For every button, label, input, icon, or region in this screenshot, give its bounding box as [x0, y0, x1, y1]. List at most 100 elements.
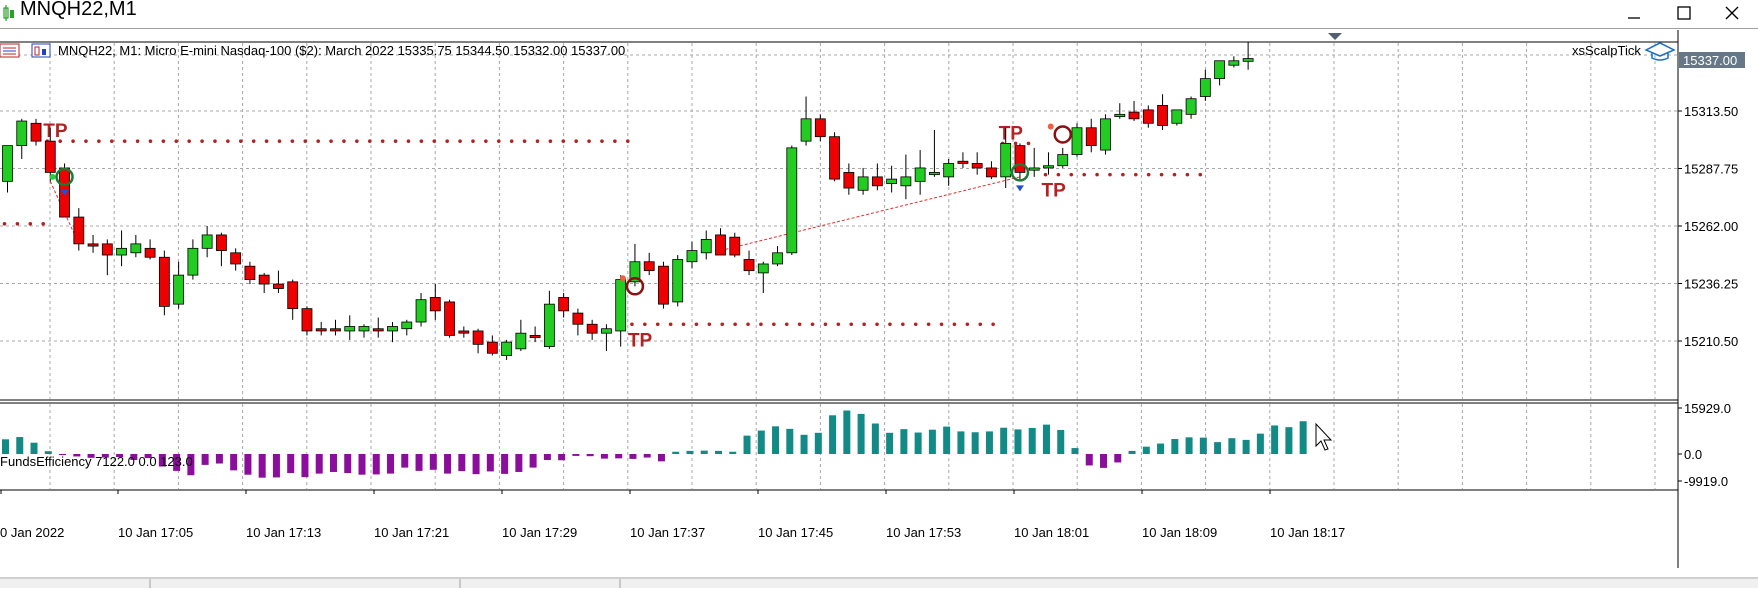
- tp-dot: [952, 322, 957, 327]
- tp-dot: [28, 221, 33, 226]
- candle-body: [629, 261, 641, 283]
- histogram-bar: [301, 454, 309, 478]
- tp-dot: [316, 139, 320, 143]
- histogram-bar: [1185, 437, 1193, 454]
- tp-dot: [238, 139, 243, 143]
- tp-dot: [574, 139, 578, 143]
- sell-entry-marker: [625, 277, 645, 296]
- candle-body: [372, 328, 384, 332]
- histogram-bar: [743, 435, 751, 454]
- histogram-bar: [1199, 437, 1207, 454]
- tp-dot: [535, 139, 540, 143]
- tp-dot: [329, 139, 333, 143]
- histogram-bar: [1242, 439, 1250, 454]
- maximize-button[interactable]: [1670, 2, 1698, 24]
- histogram-bar: [329, 454, 337, 472]
- tp-dot: [772, 322, 776, 327]
- tp-dot: [1185, 172, 1190, 177]
- close-icon: [1725, 6, 1739, 20]
- tp-dot: [849, 322, 854, 327]
- minimize-button[interactable]: [1620, 2, 1648, 24]
- chart-window[interactable]: TP TP TP TP MNQH22, M1: Micro E-mini Nasdaq…: [0, 30, 1758, 588]
- one-click-trading-icon[interactable]: [0, 43, 20, 58]
- histogram-bar: [729, 451, 737, 454]
- current-price-label: 15337.00: [1683, 53, 1737, 68]
- tp-dot: [965, 322, 970, 327]
- histogram-bar: [814, 432, 822, 454]
- candle-body: [287, 281, 299, 310]
- candle-body: [415, 299, 427, 323]
- price-tick-label: 15210.50: [1684, 334, 1738, 349]
- tp-dot: [406, 139, 411, 143]
- tp-dot: [15, 221, 20, 226]
- tp-dot: [355, 139, 359, 143]
- histogram-bar: [44, 451, 52, 454]
- tp-dot: [625, 139, 630, 143]
- histogram-bar: [871, 423, 879, 454]
- histogram-bar: [344, 454, 352, 474]
- candle-body: [886, 178, 898, 184]
- histogram-bar: [1100, 454, 1108, 468]
- candle-body: [201, 234, 213, 249]
- candle-body: [772, 252, 783, 265]
- candle-body: [1085, 127, 1097, 147]
- candle-body: [2, 145, 13, 182]
- candle-body: [73, 216, 85, 245]
- histogram-bar: [2, 439, 9, 454]
- candle-body: [187, 247, 199, 276]
- tp-dot: [303, 139, 308, 143]
- tp-dot: [978, 322, 983, 327]
- tp-dot: [862, 322, 866, 327]
- close-button[interactable]: [1718, 2, 1746, 24]
- sell-entry-marker: [1053, 125, 1072, 144]
- histogram-bar: [173, 454, 181, 471]
- tp-dot: [458, 139, 462, 143]
- histogram-bar: [757, 430, 765, 454]
- shift-marker-icon[interactable]: [1328, 33, 1342, 40]
- histogram-bar: [1128, 450, 1136, 454]
- buy-entry-marker: [1010, 163, 1030, 182]
- histogram-bar: [957, 431, 965, 454]
- candle-body: [686, 250, 698, 263]
- tp-dot: [1121, 172, 1125, 177]
- histogram-bar: [458, 454, 466, 472]
- candle-body: [173, 274, 185, 305]
- mouse-cursor-icon: [1315, 422, 1333, 451]
- candle-body: [715, 234, 726, 256]
- candle-body: [929, 172, 940, 176]
- take-profit-levels: TP TP TP TP: [2, 121, 1203, 351]
- buy-arrow-icon: [1015, 185, 1024, 192]
- tp-dot: [926, 322, 931, 327]
- candle-body: [586, 323, 598, 334]
- candle-body: [1214, 60, 1225, 80]
- candle-body: [101, 243, 113, 256]
- tp-dot: [1108, 172, 1112, 177]
- tp-dot: [888, 322, 892, 327]
- trade-markers: [49, 123, 1072, 296]
- window-titlebar: MNQH22,M1: [0, 0, 1758, 28]
- candle-body: [315, 328, 327, 332]
- indicator-tick-label: 0.0: [1684, 447, 1702, 462]
- histogram-bar: [672, 451, 680, 454]
- histogram-bar: [1214, 442, 1222, 454]
- histogram-bar: [886, 432, 894, 454]
- tp-dot: [1013, 141, 1018, 146]
- tp-dot: [1082, 172, 1086, 177]
- candle-body: [871, 176, 883, 187]
- time-axis: 0 Jan 2022 10 Jan 17:05 10 Jan 17:13 10 Jan…: [0, 490, 1345, 540]
- price-chart[interactable]: TP TP TP TP MNQH22, M1: Micro E-mini Nasdaq…: [0, 30, 1758, 588]
- histogram-bar: [1157, 443, 1165, 454]
- tp-dot: [122, 139, 127, 143]
- histogram-bar: [144, 454, 152, 459]
- tp-dot: [393, 139, 398, 143]
- time-tick-label: 10 Jan 17:37: [630, 525, 705, 540]
- candle-body: [1199, 78, 1211, 97]
- candle-body: [344, 326, 356, 332]
- symbol-properties-icon[interactable]: [31, 43, 51, 58]
- candle-body: [130, 243, 142, 254]
- candle-body: [1028, 167, 1040, 171]
- time-tick-label: 0 Jan 2022: [0, 525, 64, 540]
- tp-dot: [41, 221, 45, 226]
- candle-body: [16, 120, 28, 147]
- window-title: MNQH22,M1: [20, 0, 137, 20]
